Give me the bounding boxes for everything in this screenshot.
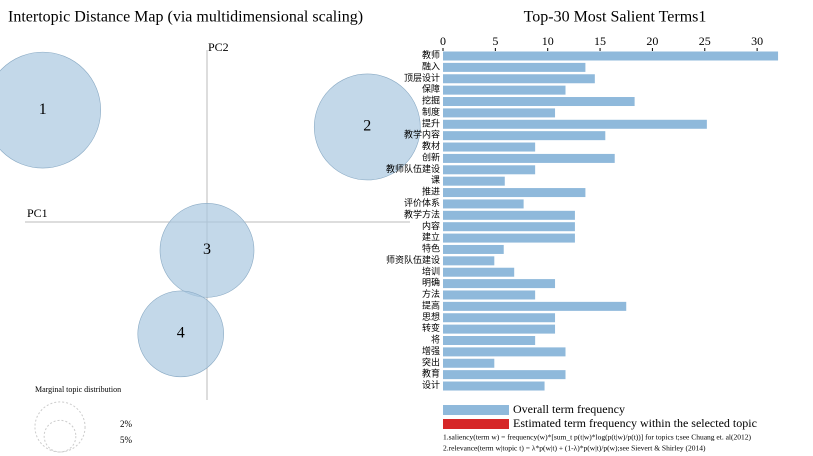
term-label: 提升 — [422, 118, 440, 128]
term-label: 教育 — [422, 368, 440, 379]
bar — [443, 85, 566, 95]
x-tick-label: 30 — [751, 34, 763, 48]
term-label: 提高 — [422, 299, 440, 310]
legend-swatch — [443, 419, 509, 429]
bar — [443, 324, 556, 334]
topic-label: 2 — [363, 118, 371, 135]
pc1-label: PC1 — [27, 206, 48, 220]
topic-bubble — [137, 290, 224, 378]
term-label: 教师 — [422, 49, 440, 60]
legend-swatch — [443, 405, 509, 415]
pc2-label: PC2 — [208, 40, 229, 54]
term-label: 将 — [431, 335, 440, 345]
bar — [443, 119, 707, 129]
term-label: 转变 — [422, 322, 440, 333]
bar — [443, 267, 515, 277]
bar — [443, 62, 586, 72]
bar — [443, 244, 504, 254]
bar — [443, 210, 575, 220]
size-legend-label: 5% — [120, 435, 133, 445]
bar — [443, 74, 595, 84]
bar — [443, 188, 586, 198]
term-label: 增强 — [422, 345, 440, 356]
term-label: 教师队伍建设 — [386, 163, 440, 174]
bar — [443, 301, 627, 311]
term-label: 培训 — [422, 265, 440, 276]
term-label: 推进 — [422, 186, 440, 197]
term-label: 特色 — [422, 243, 440, 254]
bar — [443, 313, 556, 323]
term-label: 师资队伍建设 — [386, 254, 440, 265]
bar — [443, 279, 556, 289]
x-tick-label: 15 — [594, 34, 606, 48]
topic-bubble — [0, 51, 101, 169]
term-label: 评价体系 — [404, 197, 440, 208]
bar — [443, 358, 495, 368]
bar — [443, 142, 536, 152]
size-legend-circle — [34, 401, 86, 453]
x-tick-label: 25 — [699, 34, 711, 48]
term-label: 教材 — [422, 140, 440, 151]
term-label: 顶层设计 — [404, 72, 440, 83]
term-label: 保障 — [422, 83, 440, 94]
term-label: 教学方法 — [404, 208, 440, 219]
x-tick-label: 10 — [542, 34, 554, 48]
bar — [443, 153, 615, 163]
size-legend-title: Marginal topic distribution — [35, 385, 121, 394]
bar — [443, 233, 575, 243]
bar — [443, 381, 545, 391]
map-title: Intertopic Distance Map (via multidimens… — [8, 9, 363, 26]
x-tick-label: 0 — [440, 34, 446, 48]
topic-bubble — [313, 73, 421, 181]
bar — [443, 256, 495, 266]
bar — [443, 131, 606, 141]
term-label: 建立 — [422, 231, 440, 242]
legend-label: Overall term frequency — [513, 402, 625, 416]
term-label: 教学内容 — [404, 129, 440, 140]
term-label: 突出 — [422, 356, 440, 367]
x-tick-label: 20 — [646, 34, 658, 48]
term-label: 挖掘 — [422, 95, 440, 106]
term-label: 制度 — [422, 106, 440, 117]
term-label: 方法 — [422, 288, 440, 299]
term-label: 创新 — [422, 151, 440, 162]
topic-label: 1 — [39, 101, 47, 118]
bar — [443, 51, 779, 61]
term-label: 课 — [431, 175, 440, 185]
term-label: 融入 — [422, 61, 440, 71]
bar — [443, 290, 536, 300]
topic-bubble — [159, 203, 255, 298]
x-tick-label: 5 — [492, 34, 498, 48]
bar — [443, 199, 524, 209]
term-label: 思想 — [422, 311, 440, 322]
bar — [443, 108, 556, 118]
bar-title: Top-30 Most Salient Terms1 — [524, 9, 707, 26]
size-legend-circle — [43, 419, 77, 453]
bar — [443, 370, 566, 380]
bar — [443, 165, 536, 175]
size-legend-label: 2% — [120, 419, 133, 429]
bar — [443, 347, 566, 357]
footnote: 2.relevance(term w|topic t) = λ*p(w|t) +… — [443, 444, 706, 453]
footnote: 1.saliency(term w) = frequency(w)*[sum_t… — [443, 433, 751, 442]
bar — [443, 97, 635, 107]
topic-label: 3 — [203, 241, 211, 258]
bar — [443, 336, 536, 345]
term-label: 内容 — [422, 220, 440, 231]
bar — [443, 176, 505, 186]
bar — [443, 222, 575, 232]
term-label: 明确 — [422, 277, 440, 288]
topic-label: 4 — [177, 325, 185, 342]
legend-label: Estimated term frequency within the sele… — [513, 416, 757, 430]
term-label: 设计 — [422, 379, 440, 390]
